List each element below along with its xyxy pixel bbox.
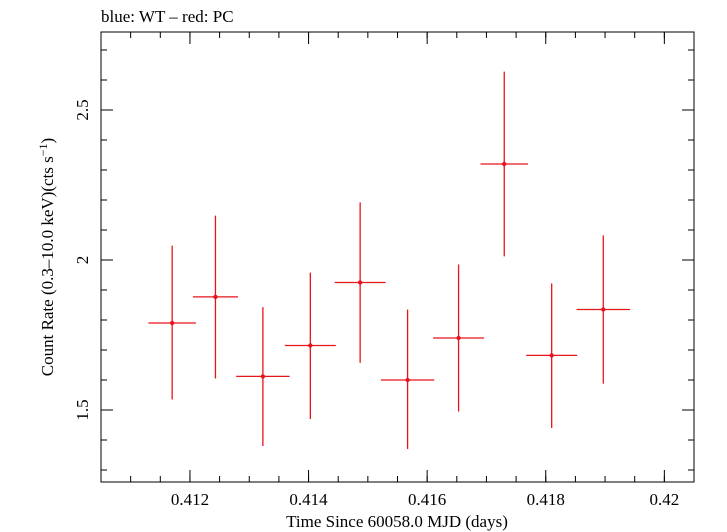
data-point bbox=[148, 245, 196, 400]
x-tick-label: 0.414 bbox=[289, 490, 328, 509]
point-marker bbox=[601, 307, 606, 312]
x-tick-label: 0.416 bbox=[408, 490, 446, 509]
x-tick-label: 0.412 bbox=[171, 490, 209, 509]
data-point bbox=[576, 235, 630, 384]
data-point bbox=[480, 71, 528, 257]
data-point bbox=[380, 309, 435, 449]
point-marker bbox=[502, 161, 507, 167]
data-points bbox=[148, 71, 630, 449]
chart-title: blue: WT – red: PC bbox=[101, 7, 234, 26]
y-axis-label-exponent: −1 bbox=[36, 143, 50, 156]
data-point bbox=[526, 283, 578, 428]
major-ticks bbox=[101, 32, 694, 482]
x-tick-labels: 0.412 0.414 0.416 0.418 0.42 bbox=[171, 490, 679, 509]
point-marker bbox=[308, 343, 313, 348]
data-point bbox=[433, 264, 485, 412]
data-point bbox=[334, 202, 386, 363]
y-tick-labels: 1.5 2 2.5 bbox=[73, 99, 92, 420]
y-axis-label-close: ) bbox=[38, 138, 57, 144]
data-point bbox=[236, 307, 290, 446]
x-tick-label: 0.42 bbox=[649, 490, 679, 509]
point-marker bbox=[169, 320, 175, 326]
y-tick-label: 1.5 bbox=[73, 399, 92, 420]
point-marker bbox=[260, 374, 266, 379]
y-tick-label: 2.5 bbox=[73, 99, 92, 120]
y-axis-label: Count Rate (0.3–10.0 keV)(cts s−1) bbox=[36, 138, 57, 376]
point-marker bbox=[549, 353, 554, 358]
x-axis-label: Time Since 60058.0 MJD (days) bbox=[286, 512, 508, 531]
plot-frame bbox=[100, 31, 695, 483]
point-marker bbox=[357, 280, 363, 285]
data-point bbox=[192, 215, 238, 379]
y-axis-label-main: Count Rate (0.3–10.0 keV)(cts s bbox=[38, 156, 57, 376]
point-marker bbox=[405, 377, 410, 383]
minor-ticks bbox=[100, 32, 695, 482]
point-marker bbox=[456, 335, 461, 341]
y-tick-label: 2 bbox=[73, 256, 92, 265]
data-point bbox=[284, 272, 336, 419]
point-marker bbox=[213, 294, 218, 300]
x-tick-label: 0.418 bbox=[527, 490, 565, 509]
